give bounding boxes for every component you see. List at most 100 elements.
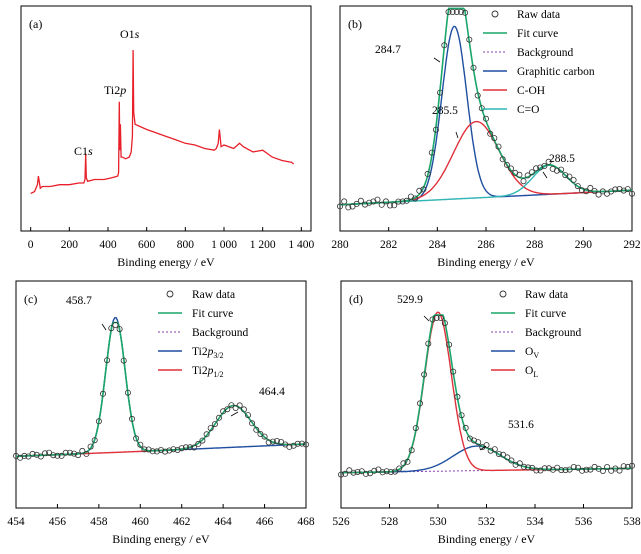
x-tick-label: 464: [215, 516, 233, 528]
legend-label: Fit curve: [525, 308, 566, 320]
raw-data-point: [203, 431, 210, 438]
raw-data-point: [516, 171, 523, 178]
raw-data-point: [249, 420, 256, 427]
raw-data-point: [408, 447, 415, 454]
raw-data-point: [500, 451, 507, 458]
raw-data-point: [620, 463, 627, 470]
raw-data-point: [349, 203, 356, 210]
raw-data-point: [191, 444, 198, 451]
raw-data-point: [437, 89, 444, 96]
raw-data-point: [395, 198, 402, 205]
raw-data-point: [620, 187, 627, 194]
panel-b: 280 282 284 286 288 290 292 Binding energy / eV…: [331, 5, 641, 269]
raw-data-point: [579, 467, 586, 474]
x-axis-label: Binding energy / eV: [112, 532, 210, 546]
fit-curve: [340, 314, 632, 474]
raw-data-point: [562, 172, 569, 179]
raw-data-point: [108, 325, 115, 332]
x-axis-label: Binding energy / eV: [438, 532, 536, 546]
raw-data-point: [391, 468, 398, 475]
x-tick-label: 458: [90, 516, 108, 528]
raw-data-point: [482, 115, 489, 122]
raw-data-point: [508, 457, 515, 464]
raw-data-point: [404, 458, 411, 465]
raw-data-point: [629, 190, 636, 197]
raw-data-point: [157, 446, 164, 453]
raw-data-point: [462, 9, 469, 16]
raw-data-point: [445, 8, 452, 15]
raw-data-point: [375, 466, 382, 473]
legend-label: Fit curve: [192, 308, 233, 320]
x-tick-label: 526: [332, 516, 350, 528]
peak-label: Ti2p: [104, 83, 126, 97]
raw-data-point: [428, 149, 435, 156]
legend-label: Raw data: [525, 289, 568, 301]
x-tick-label: 532: [478, 516, 496, 528]
raw-data-point: [425, 340, 432, 347]
annotation-arrow: [455, 131, 459, 139]
raw-data-point: [553, 167, 560, 174]
x-tick-label: 456: [49, 516, 67, 528]
raw-data-point: [462, 424, 469, 431]
raw-data-point: [433, 314, 440, 321]
x-tick-label: 530: [429, 516, 447, 528]
raw-data-point: [583, 188, 590, 195]
raw-data-point: [533, 467, 540, 474]
raw-data-point: [153, 448, 160, 455]
raw-data-point: [491, 446, 498, 453]
raw-data-point: [54, 452, 61, 459]
raw-data-point: [207, 425, 214, 432]
raw-data-point: [495, 451, 502, 458]
raw-data-point: [162, 448, 169, 455]
raw-data-point: [137, 441, 144, 448]
raw-data-point: [166, 447, 173, 454]
raw-data-point: [495, 143, 502, 150]
raw-data-point: [441, 320, 448, 327]
raw-data-point: [528, 169, 535, 176]
x-tick-label: 536: [575, 516, 593, 528]
legend-label: C=O: [517, 104, 539, 116]
raw-data-point: [350, 469, 357, 476]
panel-label: (b): [348, 17, 362, 31]
raw-data-point: [558, 467, 565, 474]
raw-data-point: [354, 468, 361, 475]
raw-data-point: [71, 450, 78, 457]
raw-data-point: [298, 440, 305, 447]
raw-data-point: [416, 400, 423, 407]
raw-data-point: [133, 435, 140, 442]
peak-annotation: 531.6: [508, 419, 534, 431]
raw-data-point: [95, 418, 102, 425]
raw-data-point: [112, 321, 119, 328]
x-tick-label: 200: [61, 239, 79, 251]
raw-data-point: [240, 406, 247, 413]
raw-data-point: [211, 421, 218, 428]
raw-data-point: [149, 448, 156, 455]
raw-data-point: [449, 8, 456, 15]
raw-data-point: [504, 454, 511, 461]
panel-a: 0 200 400 600 800 1 000 1 200 1 400 Binding ener…: [20, 5, 315, 269]
raw-data-point: [604, 463, 611, 470]
raw-data-point: [429, 316, 436, 323]
raw-data-point: [487, 447, 494, 454]
legend-label: Ti2p3/2: [192, 346, 224, 360]
raw-data-point: [178, 445, 185, 452]
panel-label: (c): [24, 292, 37, 306]
annotation-arrow: [423, 315, 430, 322]
x-tick-label: 800: [177, 239, 195, 251]
raw-data-point: [379, 469, 386, 476]
x-axis-label: Binding energy / eV: [437, 255, 535, 269]
raw-data-point: [541, 465, 548, 472]
raw-data-point: [357, 197, 364, 204]
x-axis-label: Binding energy / eV: [117, 255, 215, 269]
peak-label: O1s: [120, 27, 140, 41]
x-tick-label: 454: [7, 516, 25, 528]
raw-data-point: [228, 402, 235, 409]
legend-label: Fit curve: [517, 28, 558, 40]
raw-data-point: [25, 453, 32, 460]
raw-data-point: [424, 170, 431, 177]
annotation-arrow: [101, 323, 107, 331]
raw-data-point: [537, 164, 544, 171]
raw-data-point: [116, 326, 123, 333]
panel-label: (d): [349, 292, 363, 306]
